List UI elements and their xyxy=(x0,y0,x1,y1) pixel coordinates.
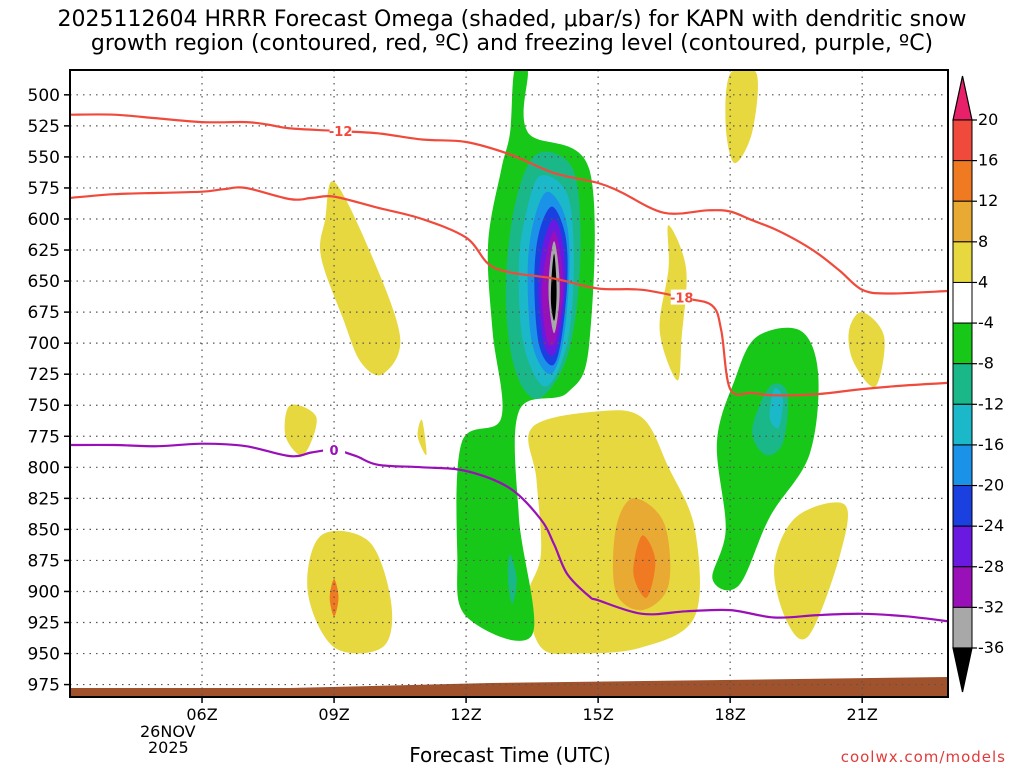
omega-region xyxy=(725,70,758,164)
y-tick-label: 850 xyxy=(28,520,60,540)
x-tick-label: 09Z xyxy=(318,705,349,724)
omega-region xyxy=(307,530,393,654)
y-tick-label: 900 xyxy=(28,582,60,602)
y-tick-label: 950 xyxy=(28,645,60,665)
colorbar-label: 4 xyxy=(978,272,988,291)
contour-line xyxy=(70,186,948,397)
contour-lines: -12 -18 0 xyxy=(70,113,948,623)
colorbar-label: 8 xyxy=(978,232,988,251)
omega-region xyxy=(633,535,656,598)
colorbar-label: -28 xyxy=(978,557,1004,576)
colorbar-label: 12 xyxy=(978,191,998,210)
y-tick-label: 700 xyxy=(28,334,60,354)
colorbar-label: -36 xyxy=(978,638,1004,657)
omega-shading xyxy=(284,70,885,654)
plot-border xyxy=(69,69,949,698)
terrain-band xyxy=(70,677,948,697)
y-tick-label: 775 xyxy=(28,427,60,447)
omega-region xyxy=(712,327,819,591)
omega-region xyxy=(527,410,700,654)
y-tick-label: 600 xyxy=(28,210,60,230)
y-tick-label: 650 xyxy=(28,272,60,292)
colorbar-segment xyxy=(952,525,973,568)
colorbar-label: 20 xyxy=(978,110,998,129)
colorbar-segment xyxy=(952,606,973,649)
y-tick-label: 525 xyxy=(28,117,60,137)
credit-text: coolwx.com/models xyxy=(840,748,1006,766)
omega-region xyxy=(550,253,557,321)
y-tick-label: 550 xyxy=(28,148,60,168)
colorbar-segment xyxy=(952,485,973,527)
x-axis-ticks: 06Z 09Z 12Z 15Z 18Z 21Z xyxy=(186,697,878,724)
y-tick-label: 575 xyxy=(28,179,60,199)
colorbar-segment xyxy=(952,281,973,324)
grid-lines xyxy=(70,70,948,697)
contour-label-bg xyxy=(323,441,346,457)
colorbar-segment xyxy=(952,566,973,608)
contour-label: -12 xyxy=(329,125,353,140)
colorbar-label: -16 xyxy=(978,435,1004,454)
contour-line xyxy=(70,442,948,623)
contour-label: -18 xyxy=(670,292,694,307)
y-tick-label: 875 xyxy=(28,551,60,571)
colorbar-segment xyxy=(952,403,973,446)
y-tick-label: 675 xyxy=(28,303,60,323)
omega-region xyxy=(848,312,885,388)
y-tick-label: 925 xyxy=(28,614,60,634)
contour-label-bg xyxy=(670,289,693,305)
chart-title: 2025112604 HRRR Forecast Omega (shaded, … xyxy=(0,8,1024,56)
omega-region xyxy=(284,404,317,456)
colorbar-segment xyxy=(952,322,973,365)
title-line-1: 2025112604 HRRR Forecast Omega (shaded, … xyxy=(57,7,967,32)
y-tick-label: 725 xyxy=(28,365,60,385)
contour-line xyxy=(70,113,948,295)
plot-frame xyxy=(69,69,949,698)
colorbar-label: 16 xyxy=(978,151,998,170)
terrain-fill xyxy=(70,677,948,697)
colorbar-segment xyxy=(952,200,973,243)
colorbar-arrow-bottom xyxy=(952,647,973,693)
title-line-2: growth region (contoured, red, ºC) and f… xyxy=(90,31,934,56)
y-tick-label: 625 xyxy=(28,241,60,261)
omega-region xyxy=(774,502,848,640)
colorbar-label: -24 xyxy=(978,516,1004,535)
colorbar-arrow-top xyxy=(952,75,973,121)
y-tick-label: 825 xyxy=(28,489,60,509)
omega-region xyxy=(769,388,784,429)
colorbar-segment xyxy=(952,119,973,162)
date-label-day: 26NOV xyxy=(140,722,196,741)
colorbar-label: -8 xyxy=(978,354,994,373)
colorbar-label: -20 xyxy=(978,476,1004,495)
colorbar-label: -4 xyxy=(978,313,994,332)
omega-region xyxy=(319,181,401,376)
colorbar: 20 16 12 8 4 -4 -8 -12 -16 -20 -24 -28 -32 -36 xyxy=(952,75,1004,693)
contour-label-bg xyxy=(329,123,352,139)
colorbar-segment xyxy=(952,160,973,202)
date-label-year: 2025 xyxy=(148,738,189,757)
x-tick-label: 06Z xyxy=(186,705,217,724)
colorbar-segment xyxy=(952,363,973,405)
omega-region xyxy=(507,554,517,604)
y-tick-label: 500 xyxy=(28,86,60,106)
colorbar-label: -12 xyxy=(978,394,1004,413)
x-axis-title: Forecast Time (UTC) xyxy=(409,743,611,767)
colorbar-label: -32 xyxy=(978,597,1004,616)
x-tick-label: 21Z xyxy=(847,705,878,724)
x-tick-label: 12Z xyxy=(450,705,481,724)
y-tick-label: 750 xyxy=(28,396,60,416)
contour-label: 0 xyxy=(330,444,339,459)
y-axis-ticks: 500 525 550 575 600 625 650 675 700 725 750 775 800 8… xyxy=(28,86,70,696)
colorbar-segment xyxy=(952,241,973,283)
y-tick-label: 975 xyxy=(28,676,60,696)
x-tick-label: 18Z xyxy=(714,705,745,724)
colorbar-segment xyxy=(952,444,973,487)
x-tick-label: 15Z xyxy=(582,705,613,724)
omega-region xyxy=(417,419,427,456)
y-tick-label: 800 xyxy=(28,458,60,478)
